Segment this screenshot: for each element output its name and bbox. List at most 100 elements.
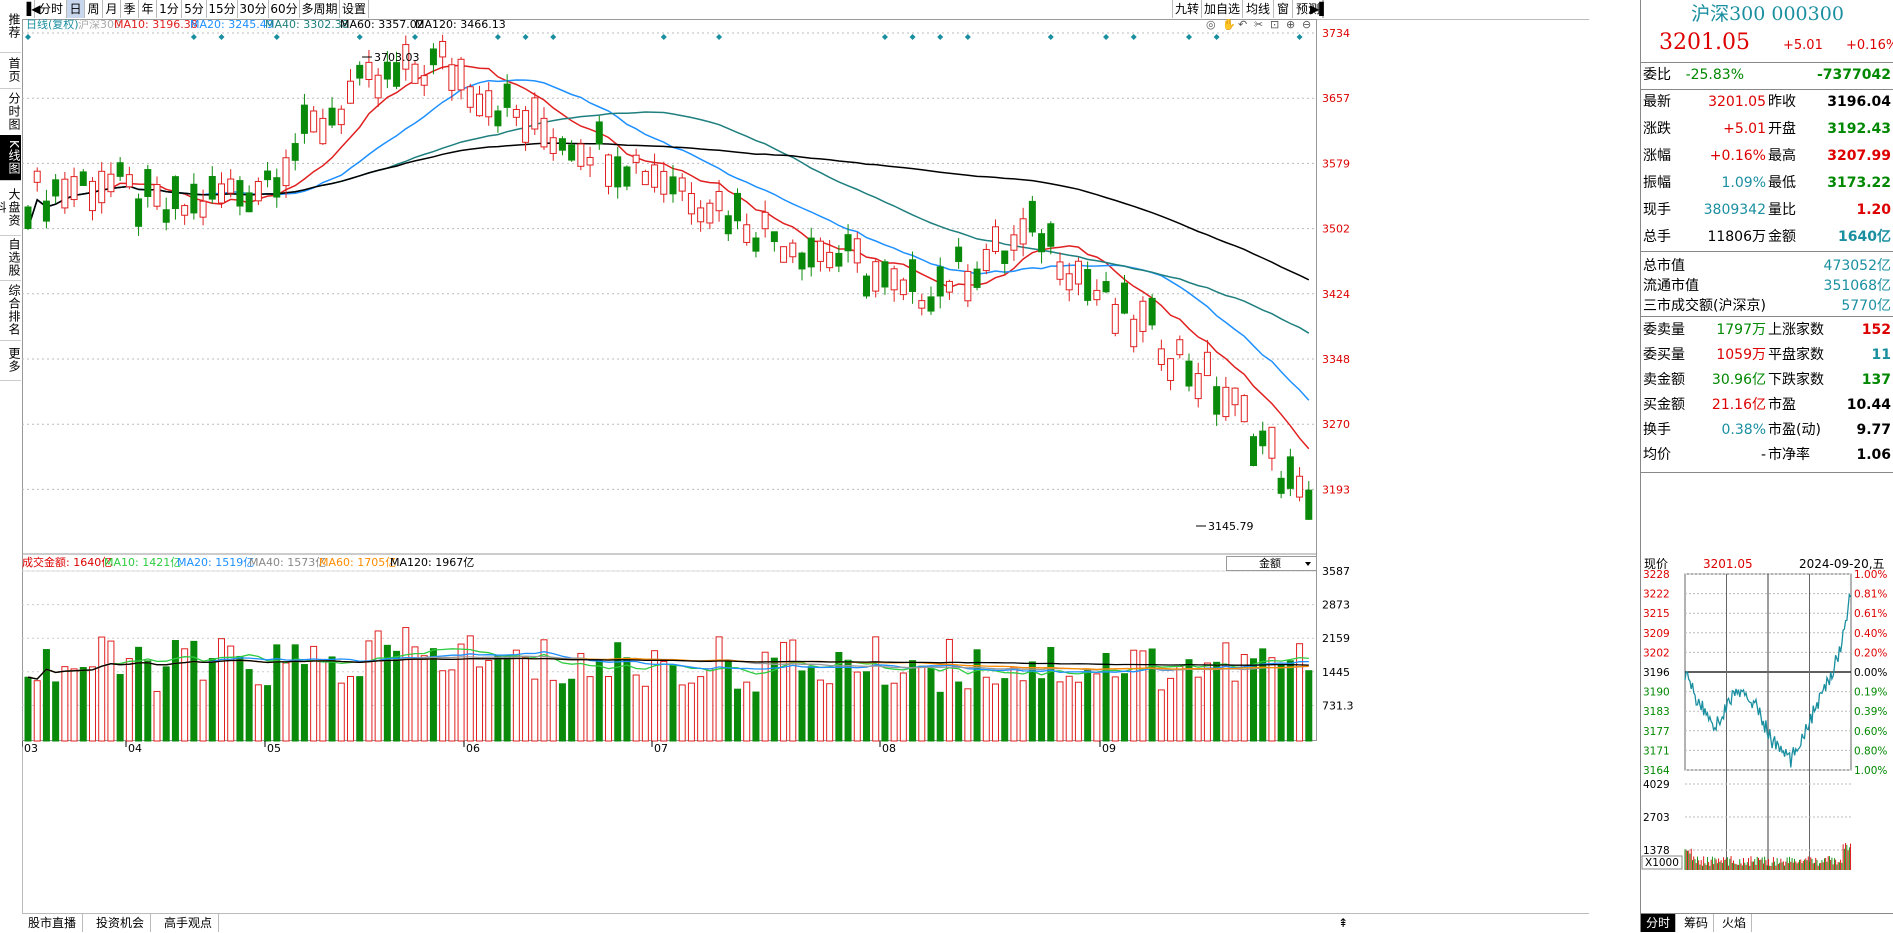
chart-tool-icon-2[interactable]: ↶ [1238, 19, 1247, 31]
candle [780, 246, 788, 263]
period-tab-8[interactable]: 15分 [207, 0, 238, 18]
quote-value: 3201.05 [1708, 94, 1766, 110]
kline-chart[interactable]: 3734 3657 3579 3502 3424 3348 3270 3193 3703.03 3… [22, 19, 1589, 903]
period-tab-5[interactable]: 年 [139, 0, 157, 18]
volume-bar [982, 676, 990, 742]
left-tab-0[interactable]: 推荐 [0, 0, 21, 53]
candle [236, 176, 244, 216]
candle [761, 200, 769, 238]
volume-bar [743, 681, 751, 742]
volume-bar [319, 658, 327, 742]
quote-label: 委比 [1643, 67, 1671, 83]
volume-bar [752, 691, 760, 742]
candle [1148, 294, 1156, 330]
depth-value: 1.06 [1856, 447, 1891, 463]
candle [964, 264, 972, 307]
toolbar-right-0[interactable]: 九转 [1172, 0, 1202, 18]
depth-value: 21.16亿 [1711, 397, 1766, 413]
toolbar-right-1[interactable]: 加自选 [1201, 0, 1243, 18]
chart-tool-icon-5[interactable]: ⊕ [1286, 19, 1295, 31]
toolbar-right-3[interactable]: 窗 [1273, 0, 1293, 18]
period-tab-11[interactable]: 多周期 [300, 0, 340, 18]
vol-legend-2: MA20: 1519亿 [177, 556, 254, 569]
volume-bar [973, 649, 981, 742]
scroll-top-icon[interactable]: ⇞ [1338, 916, 1349, 930]
quote-row-1: 最新 3201.05 昨收 3196.04 [1641, 92, 1893, 112]
chart-tool-icon-4[interactable]: ⊡ [1270, 19, 1279, 31]
mini-right-tick: 1.00% [1854, 765, 1887, 777]
left-tab-5[interactable]: 自选股 [0, 235, 21, 281]
mini-tab-0[interactable]: 分时 [1641, 914, 1677, 932]
period-tab-0[interactable]: 分时 [36, 0, 67, 18]
vol-legend-4: MA60: 1705亿 [319, 556, 396, 569]
depth-value: 30.96亿 [1711, 372, 1766, 388]
toolbar-first-icon[interactable]: ▐◀ [22, 0, 41, 18]
candle [485, 82, 493, 126]
vol-tick: 731.3 [1322, 699, 1354, 712]
volume-bar [1185, 659, 1193, 742]
volume-bar [853, 671, 861, 742]
left-tab-3[interactable]: K线图 [0, 135, 21, 181]
left-tab-2[interactable]: 分时图 [0, 88, 21, 136]
volume-bar [236, 655, 244, 742]
price-tick: 3579 [1322, 157, 1350, 170]
volume-bar [383, 644, 391, 742]
candle [512, 104, 520, 127]
mini-tab-2[interactable]: 火焰 [1717, 914, 1753, 932]
depth-value: 1059万 [1716, 347, 1766, 363]
amount-selector[interactable] [1226, 556, 1317, 571]
quote-label: 涨跌 [1643, 121, 1671, 137]
volume-bar [61, 666, 69, 742]
volume-bar [1176, 666, 1184, 742]
chart-tool-icon-0[interactable]: ◎ [1206, 19, 1216, 31]
candle [614, 146, 622, 199]
period-tab-12[interactable]: 设置 [340, 0, 369, 18]
left-tab-6[interactable]: 综合排名 [0, 280, 21, 341]
quote-label: 总手 [1643, 229, 1671, 245]
left-tab-4[interactable]: 大盘资料 [0, 180, 21, 236]
period-tab-2[interactable]: 周 [85, 0, 103, 18]
mini-right-tick: 0.19% [1854, 687, 1887, 699]
quote-row-0: 委比 -25.83% -7377042 [1641, 65, 1893, 85]
bottom-tab-2[interactable]: 高手观点 [158, 914, 220, 932]
volume-bar [789, 639, 797, 742]
candle [337, 105, 345, 135]
volume-bar [522, 657, 530, 742]
left-tab-7[interactable]: 更多 [0, 340, 21, 381]
chart-tool-icon-1[interactable]: ✋ [1222, 19, 1236, 31]
period-tab-10[interactable]: 60分 [269, 0, 300, 18]
candle [706, 199, 714, 230]
bottom-tab-1[interactable]: 投资机会 [90, 914, 152, 932]
mini-intraday-chart[interactable]: 现价 3201.05 2024-09-20,五 3228 1.00% 3222 0.81% 3… [1641, 556, 1893, 911]
volume-bar [992, 683, 999, 742]
signal-marker [273, 34, 280, 40]
bottom-tab-0[interactable]: 股市直播 [22, 914, 84, 932]
toolbar-right-2[interactable]: 均线 [1242, 0, 1274, 18]
volume-bar [1010, 666, 1018, 742]
period-tab-4[interactable]: 季 [121, 0, 139, 18]
volume-bar [1102, 652, 1110, 742]
candle [356, 61, 364, 86]
chart-tool-icon-6[interactable]: ⊖ [1302, 19, 1311, 31]
chart-tool-icon-3[interactable]: ✂ [1254, 19, 1263, 31]
price-tick: 3193 [1322, 483, 1350, 496]
mini-left-tick: 3164 [1643, 765, 1670, 777]
quote-label: 金额 [1768, 229, 1796, 245]
depth-value: 152 [1861, 322, 1891, 338]
candle [144, 164, 152, 208]
period-tab-3[interactable]: 月 [103, 0, 121, 18]
vol-ma20-line [27, 651, 1309, 680]
period-tab-6[interactable]: 1分 [157, 0, 182, 18]
period-tab-9[interactable]: 30分 [238, 0, 269, 18]
volume-bar [512, 649, 520, 742]
candle [1268, 426, 1276, 471]
period-tab-7[interactable]: 5分 [182, 0, 207, 18]
volume-bar [936, 691, 944, 742]
depth-row-1: 委买量 1059万 平盘家数 11 [1641, 345, 1893, 365]
candle [190, 173, 198, 220]
left-tab-1[interactable]: 首页 [0, 52, 21, 89]
mini-tab-1[interactable]: 筹码 [1679, 914, 1715, 932]
toolbar-last-icon[interactable]: ▶▌ [1310, 0, 1329, 18]
toolbar-right-4[interactable]: 预测 [1292, 0, 1324, 18]
period-tab-1[interactable]: 日 [67, 0, 85, 18]
